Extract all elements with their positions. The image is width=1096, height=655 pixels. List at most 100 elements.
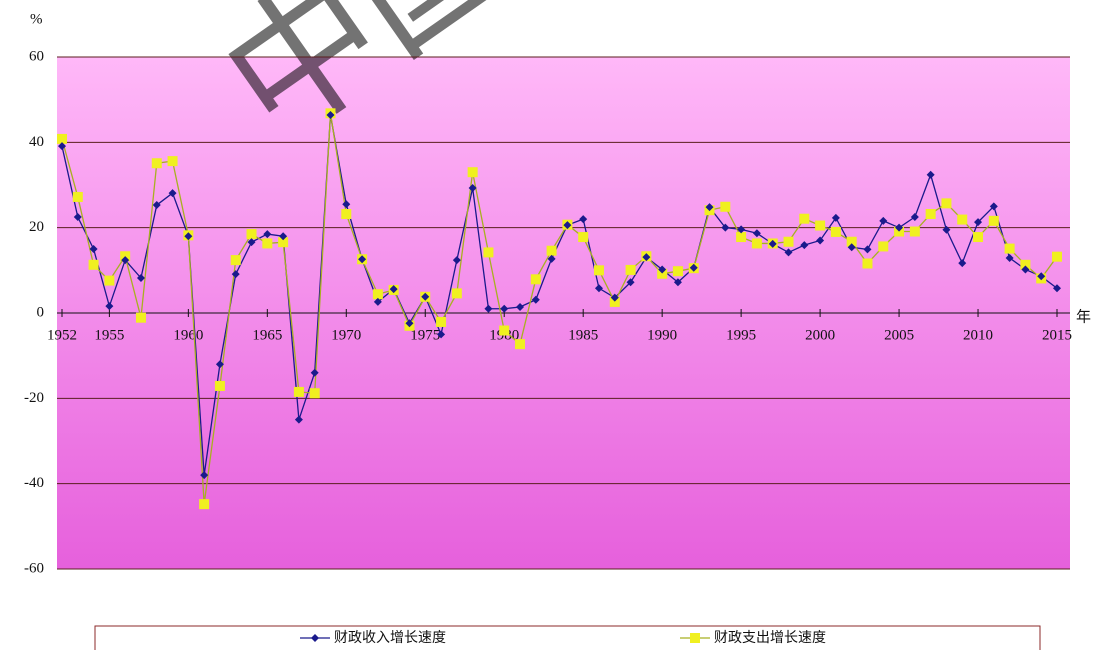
point bbox=[121, 256, 130, 265]
y-tick-label: 40 bbox=[29, 134, 44, 150]
point bbox=[309, 388, 320, 399]
point bbox=[468, 183, 477, 192]
point bbox=[736, 232, 747, 243]
point bbox=[467, 167, 478, 178]
y-tick-label: -40 bbox=[24, 475, 44, 491]
point bbox=[405, 319, 414, 328]
point bbox=[247, 238, 256, 247]
point bbox=[1005, 253, 1014, 262]
point bbox=[262, 238, 273, 249]
point bbox=[958, 259, 967, 268]
point bbox=[1021, 265, 1030, 274]
legend-label: 财政支出增长速度 bbox=[714, 630, 826, 646]
point bbox=[1004, 243, 1015, 254]
point bbox=[294, 415, 303, 424]
point bbox=[421, 292, 430, 301]
point bbox=[988, 215, 999, 226]
point bbox=[625, 264, 636, 275]
point bbox=[168, 189, 177, 198]
legend: 财政收入增长速度 财政支出增长速度 bbox=[300, 630, 826, 646]
point bbox=[642, 253, 651, 262]
point bbox=[389, 285, 398, 294]
point bbox=[73, 213, 82, 221]
point bbox=[373, 297, 382, 306]
point bbox=[72, 191, 83, 202]
legend-label: 财政收入增长速度 bbox=[334, 630, 446, 646]
point bbox=[1053, 284, 1061, 293]
point bbox=[293, 386, 304, 397]
point bbox=[658, 265, 667, 274]
point bbox=[1037, 272, 1046, 281]
point bbox=[673, 278, 682, 287]
point bbox=[957, 214, 968, 225]
point bbox=[246, 229, 257, 240]
point bbox=[720, 201, 731, 212]
point bbox=[626, 278, 635, 287]
point bbox=[452, 256, 461, 265]
point bbox=[135, 312, 146, 323]
point bbox=[672, 266, 683, 277]
point bbox=[974, 218, 983, 227]
point bbox=[151, 158, 162, 169]
point bbox=[1052, 251, 1062, 262]
point bbox=[942, 225, 951, 234]
x-tick-label: 2005 bbox=[884, 327, 914, 343]
point bbox=[263, 230, 272, 239]
point bbox=[800, 241, 809, 250]
point bbox=[278, 237, 289, 248]
point bbox=[326, 111, 335, 120]
legend-marker bbox=[690, 633, 700, 643]
x-tick-label: 1985 bbox=[568, 327, 598, 343]
point bbox=[310, 368, 319, 377]
point bbox=[926, 170, 935, 179]
point bbox=[941, 198, 952, 209]
x-tick-label: 1952 bbox=[47, 327, 77, 343]
point bbox=[752, 229, 761, 238]
x-axis-label: 年 bbox=[1076, 308, 1091, 325]
point bbox=[594, 284, 603, 293]
point bbox=[499, 325, 510, 336]
point bbox=[657, 268, 668, 279]
x-tick-label: 1965 bbox=[252, 327, 282, 343]
point bbox=[831, 213, 840, 222]
point bbox=[484, 304, 493, 313]
point bbox=[1020, 259, 1031, 270]
point bbox=[483, 247, 494, 258]
point bbox=[783, 236, 794, 247]
x-tick-label: 1995 bbox=[726, 327, 756, 343]
point bbox=[784, 248, 793, 257]
point bbox=[910, 213, 919, 221]
point bbox=[279, 232, 288, 241]
point bbox=[516, 303, 525, 312]
y-tick-label: 0 bbox=[37, 304, 45, 320]
point bbox=[104, 275, 115, 286]
point bbox=[609, 296, 620, 307]
point bbox=[515, 339, 526, 350]
point bbox=[88, 259, 99, 270]
point bbox=[214, 380, 225, 391]
point bbox=[878, 241, 889, 252]
x-tick-label: 1970 bbox=[331, 327, 361, 343]
point bbox=[436, 316, 447, 327]
point bbox=[563, 221, 572, 230]
point bbox=[862, 258, 873, 269]
point bbox=[437, 330, 446, 339]
legend-box bbox=[94, 625, 1041, 655]
x-tick-label: 1990 bbox=[647, 327, 677, 343]
point bbox=[579, 215, 588, 224]
point bbox=[925, 209, 936, 220]
point bbox=[199, 499, 210, 510]
y-axis-label: % bbox=[30, 11, 43, 27]
point bbox=[768, 239, 777, 248]
series-line bbox=[61, 113, 1058, 505]
x-tick-label: 2015 bbox=[1042, 327, 1072, 343]
point bbox=[705, 203, 714, 212]
point bbox=[105, 302, 114, 311]
point bbox=[689, 263, 698, 272]
point bbox=[610, 293, 619, 302]
point bbox=[593, 265, 604, 276]
point bbox=[200, 471, 209, 480]
point bbox=[451, 288, 462, 299]
point bbox=[342, 200, 351, 209]
